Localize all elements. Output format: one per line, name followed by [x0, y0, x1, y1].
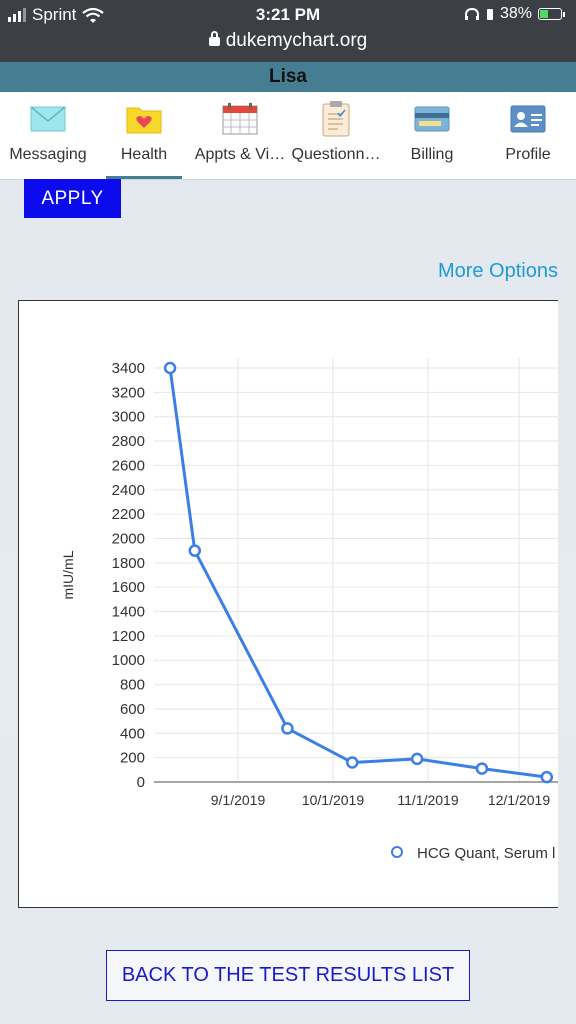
- legend-marker: [391, 846, 403, 858]
- tab-label: Messaging: [9, 146, 87, 163]
- user-name-bar: Lisa: [0, 62, 576, 92]
- tab-profile[interactable]: Profile: [480, 92, 576, 180]
- y-tick-label: 1200: [112, 628, 145, 645]
- carrier-name: Sprint: [32, 5, 77, 24]
- legend-label: HCG Quant, Serum l: [417, 845, 555, 862]
- y-tick-label: 3000: [112, 409, 145, 426]
- tab-billing[interactable]: Billing: [384, 92, 480, 180]
- tab-label: Health: [120, 146, 168, 163]
- y-tick-label: 1800: [112, 555, 145, 572]
- tab-messaging[interactable]: Messaging: [0, 92, 96, 180]
- carrier-signal: Sprint: [8, 5, 105, 25]
- y-tick-label: 0: [137, 774, 145, 791]
- y-tick-label: 2200: [112, 506, 145, 523]
- status-icons: 38%: [464, 5, 565, 23]
- chart-container: 0 200 400 600 800 1000 1200 1400 1600 1800 2000 220…: [18, 300, 558, 908]
- clock: 3:21 PM: [255, 5, 321, 24]
- y-tick-label: 600: [120, 701, 145, 718]
- y-tick-label: 2000: [112, 530, 145, 547]
- main-navigation: Messaging Health Appts & Vi… Questionn… …: [0, 92, 576, 180]
- tab-label: Appts & Vi…: [194, 146, 286, 163]
- y-tick-label: 2400: [112, 482, 145, 499]
- battery-icon: [538, 8, 565, 20]
- y-tick-label: 3400: [112, 360, 145, 377]
- more-options-link[interactable]: More Options: [437, 260, 558, 282]
- x-tick-label: 12/1/2019: [488, 792, 550, 808]
- data-point: [163, 361, 177, 375]
- clipboard-icon: [318, 101, 354, 137]
- data-point: [346, 756, 359, 769]
- y-tick-label: 1000: [112, 652, 145, 669]
- id-card-icon: [510, 104, 546, 134]
- wifi-icon: [82, 7, 105, 23]
- y-tick-label: 1400: [112, 604, 145, 621]
- data-point: [188, 544, 202, 557]
- y-axis-label: mIU/mL: [60, 550, 76, 599]
- address-bar[interactable]: dukemychart.org: [0, 30, 576, 52]
- tab-appointments[interactable]: Appts & Vi…: [192, 92, 288, 180]
- credit-card-icon: [414, 104, 450, 134]
- tab-label: Billing: [410, 146, 454, 163]
- tab-label: Questionn…: [291, 146, 381, 163]
- y-tick-label: 400: [120, 725, 145, 742]
- battery-percent: 38%: [499, 5, 532, 22]
- tab-questionnaires[interactable]: Questionn…: [288, 92, 384, 180]
- tab-health[interactable]: Health: [96, 92, 192, 180]
- y-tick-label: 3200: [112, 384, 145, 401]
- envelope-icon: [30, 104, 66, 134]
- calendar-icon: [222, 103, 258, 135]
- x-tick-label: 11/1/2019: [397, 792, 458, 808]
- data-point: [410, 752, 424, 766]
- y-tick-label: 800: [120, 677, 145, 694]
- y-tick-label: 200: [120, 750, 145, 767]
- data-point: [475, 762, 489, 775]
- data-point: [281, 722, 294, 735]
- signal-icon: [8, 8, 26, 22]
- x-tick-label: 10/1/2019: [302, 792, 364, 808]
- tab-label: Profile: [505, 146, 551, 163]
- status-bar: Sprint 3:21 PM 38% dukemychart.org: [0, 0, 576, 62]
- hcg-line-chart: 0 200 400 600 800 1000 1200 1400 1600 1800 2000 220…: [60, 358, 558, 862]
- x-tick-label: 9/1/2019: [211, 792, 266, 808]
- y-tick-label: 2800: [112, 433, 145, 450]
- heart-folder-icon: [126, 104, 162, 134]
- y-tick-label: 2600: [112, 457, 145, 474]
- back-to-test-results-button[interactable]: BACK TO THE TEST RESULTS LIST: [106, 950, 470, 1001]
- lock-icon: [208, 31, 220, 46]
- series-line: [168, 367, 547, 779]
- apply-button[interactable]: APPLY: [24, 179, 121, 218]
- url-text: dukemychart.org: [225, 30, 368, 51]
- data-point: [540, 770, 554, 784]
- headphones-icon: [464, 7, 479, 20]
- y-tick-label: 1600: [112, 579, 145, 596]
- lock-rotation-icon: [486, 9, 493, 20]
